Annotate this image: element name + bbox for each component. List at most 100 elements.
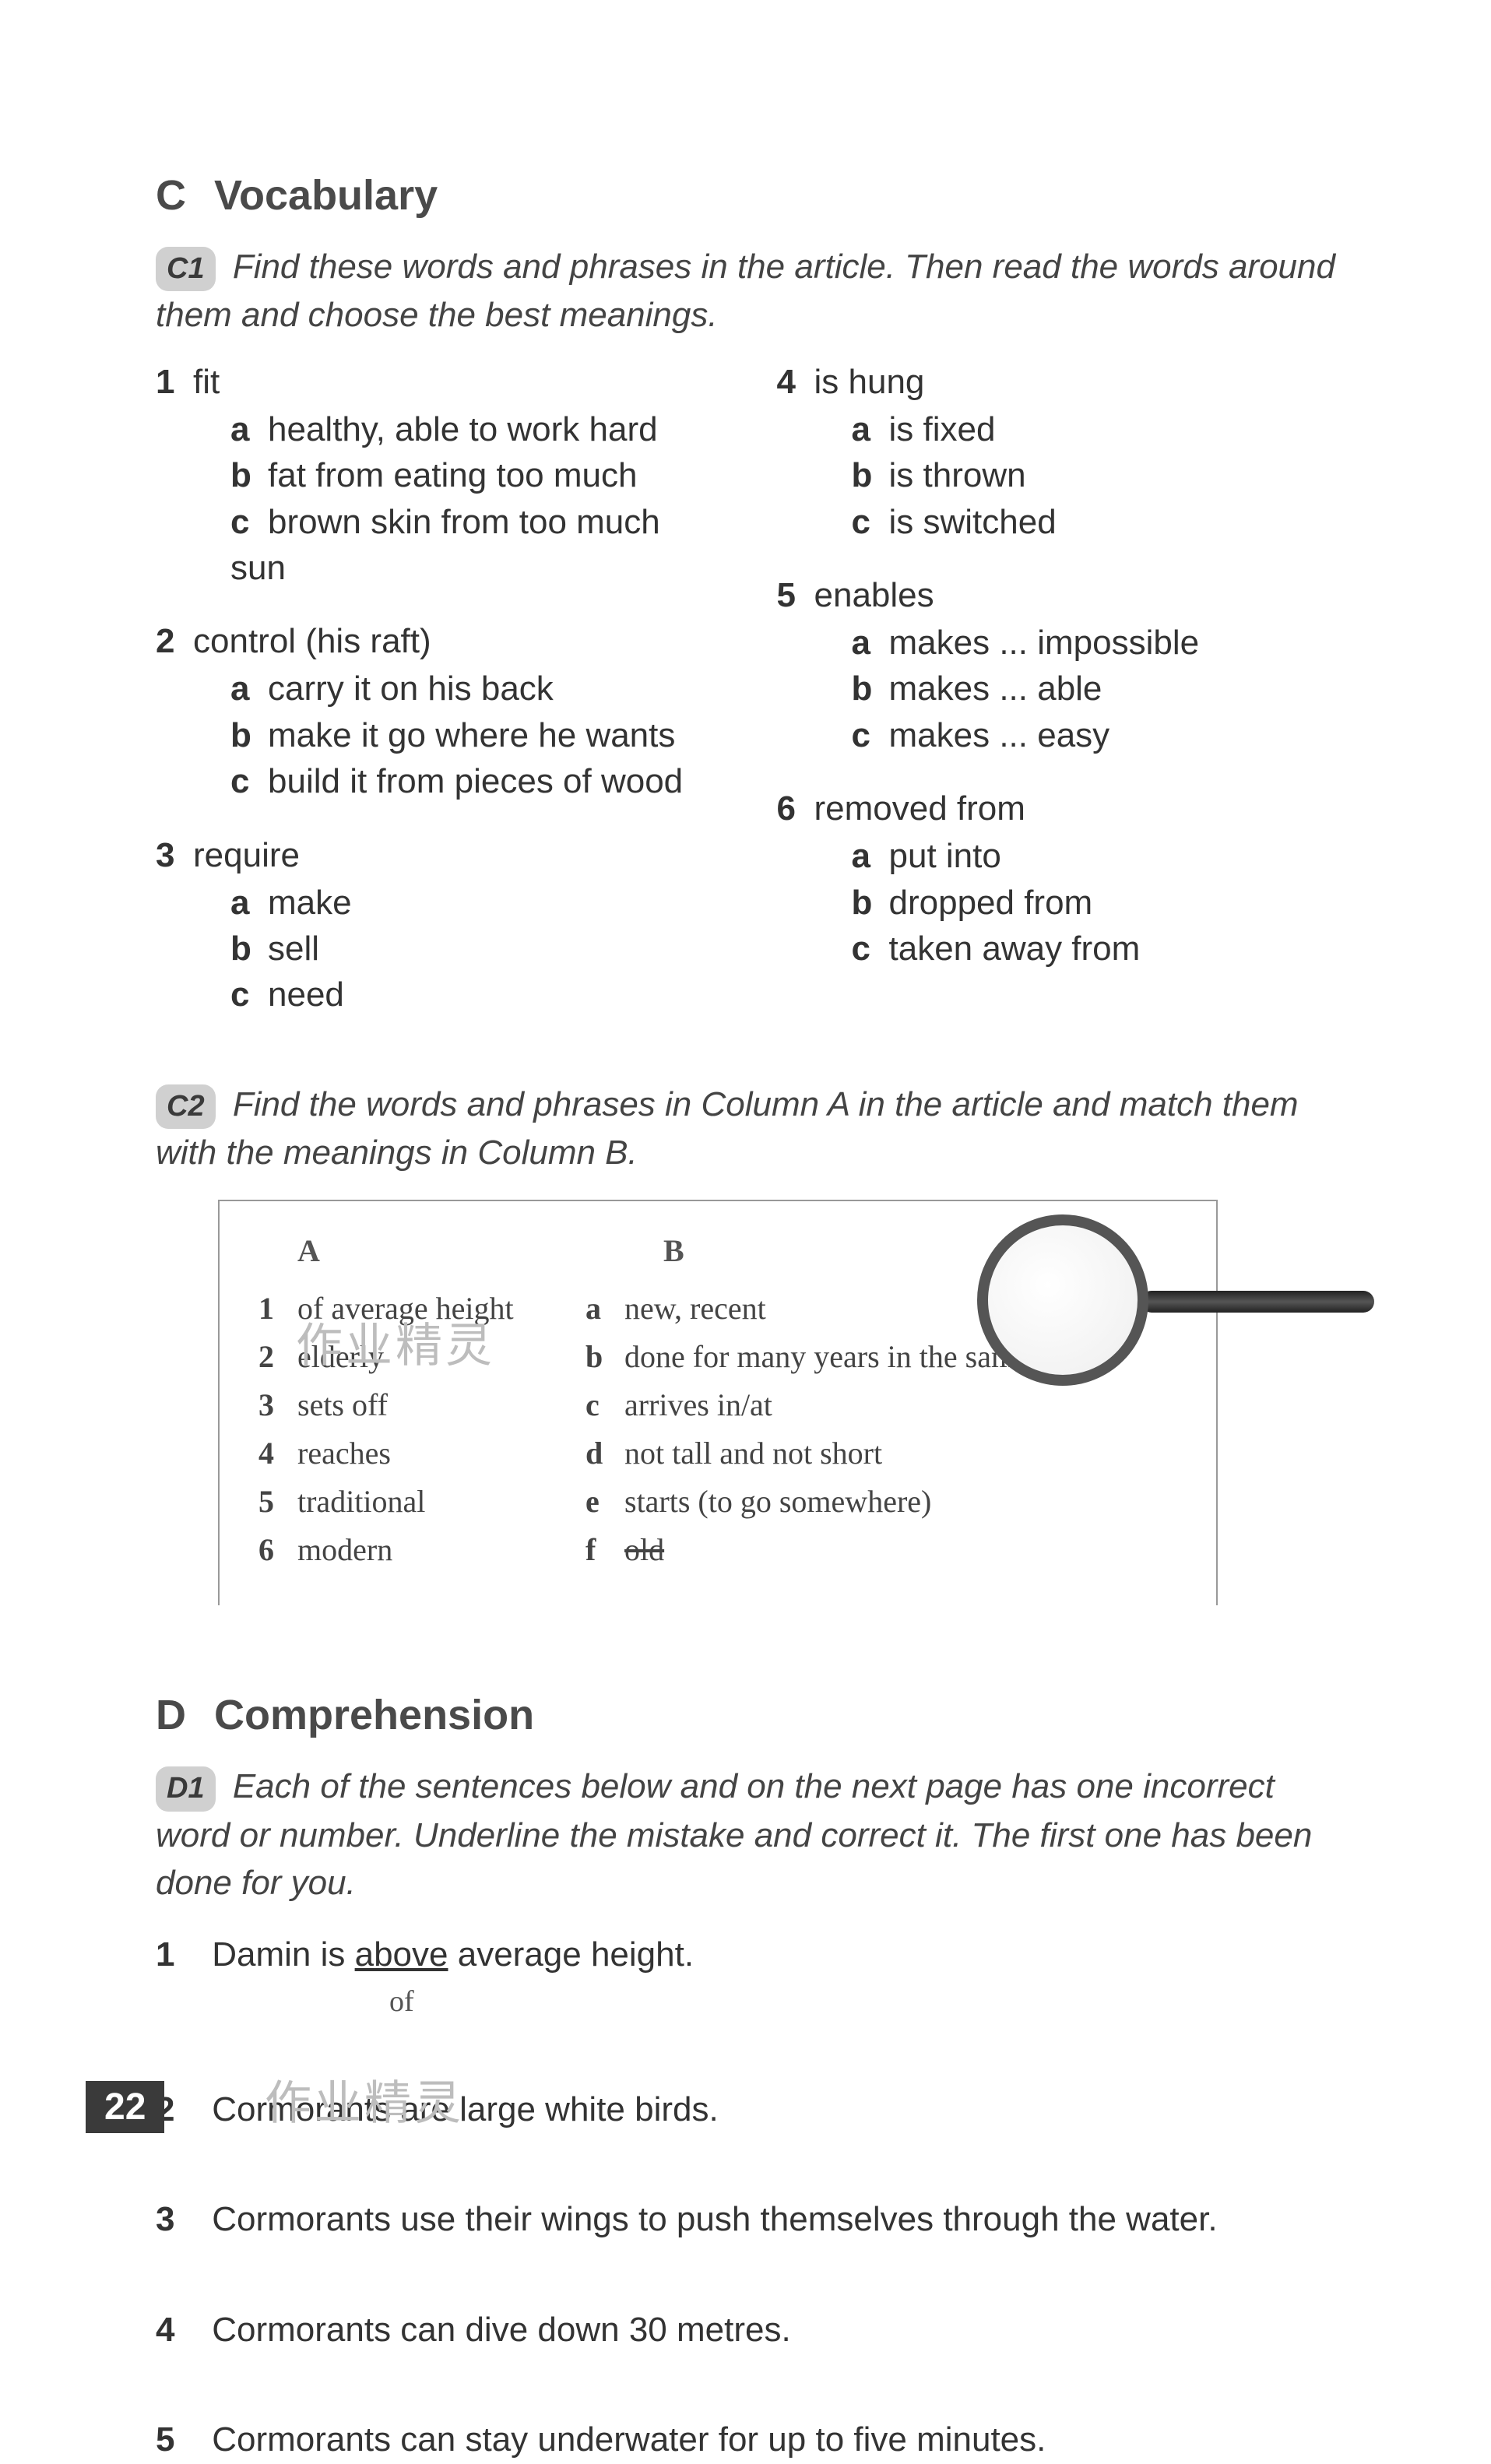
q-word: enables [814, 576, 934, 614]
opt-letter: b [852, 880, 889, 926]
opt-letter: c [230, 758, 268, 804]
opt-letter: c [852, 499, 889, 545]
section-c-letter: C [156, 171, 202, 220]
q-num: 1 [156, 363, 193, 402]
match-row: 6modern fold [258, 1526, 1177, 1574]
c2-head-a: A [258, 1232, 624, 1269]
c1-right-col: 4is hung ais fixed bis thrown cis switch… [777, 363, 1336, 1049]
match-num: 2 [258, 1333, 297, 1381]
c1-q2: 2control (his raft) acarry it on his bac… [156, 622, 715, 804]
match-b-text: starts (to go somewhere) [624, 1484, 931, 1519]
sentence-text: Cormorants are large white birds. [212, 2090, 718, 2128]
opt-letter: a [230, 880, 268, 926]
c2-badge: C2 [156, 1084, 216, 1129]
c2-instruction-text: Find the words and phrases in Column A i… [156, 1085, 1299, 1172]
q-num: 5 [777, 576, 814, 615]
match-num: 3 [258, 1381, 297, 1429]
opt-letter: a [852, 833, 889, 879]
c1-left-col: 1fit ahealthy, able to work hard bfat fr… [156, 363, 715, 1049]
match-letter: c [585, 1381, 624, 1429]
c1-instruction-text: Find these words and phrases in the arti… [156, 248, 1335, 334]
match-num: 1 [258, 1285, 297, 1333]
opt-letter: b [852, 452, 889, 498]
q-num: 4 [777, 363, 814, 402]
opt-text: carry it on his back [268, 670, 554, 708]
magnifier-icon [977, 1214, 1382, 1386]
q-word: require [193, 836, 300, 874]
section-c-title: Vocabulary [214, 172, 438, 219]
match-row: 3sets offcarrives in/at [258, 1381, 1177, 1429]
opt-text: makes ... easy [889, 716, 1110, 754]
page-root: C Vocabulary C1 Find these words and phr… [0, 0, 1491, 2180]
sentence-text: Cormorants use their wings to push thems… [212, 2200, 1217, 2238]
match-a-text: elderly [297, 1339, 384, 1374]
q-num: 2 [156, 622, 193, 661]
match-num: 5 [258, 1478, 297, 1526]
section-c-heading: C Vocabulary [156, 171, 1335, 220]
match-a-text: traditional [297, 1484, 425, 1519]
sentence-text: Cormorants can stay underwater for up to… [212, 2420, 1046, 2459]
magnifier-handle [1141, 1291, 1374, 1313]
d1-item-4: 4 Cormorants can dive down 30 metres. [156, 2306, 1335, 2354]
opt-text: is thrown [889, 456, 1026, 494]
c1-badge: C1 [156, 247, 216, 291]
match-letter: f [585, 1526, 624, 1574]
opt-text: makes ... impossible [889, 624, 1200, 662]
match-a-text: modern [297, 1532, 392, 1567]
c1-q6: 6removed from aput into bdropped from ct… [777, 789, 1336, 972]
q-word: is hung [814, 363, 925, 401]
opt-text: healthy, able to work hard [268, 410, 658, 448]
opt-letter: a [852, 620, 889, 666]
opt-text: build it from pieces of wood [268, 762, 683, 800]
opt-letter: b [230, 712, 268, 758]
match-b-text: arrives in/at [624, 1387, 772, 1422]
sentence-underlined: above [355, 1935, 448, 1974]
match-row: 4reachesdnot tall and not short [258, 1429, 1177, 1478]
match-letter: e [585, 1478, 624, 1526]
section-d-heading: D Comprehension [156, 1691, 1335, 1739]
match-num: 6 [258, 1526, 297, 1574]
c1-instruction: C1 Find these words and phrases in the a… [156, 243, 1335, 339]
opt-letter: b [230, 926, 268, 972]
page-number-badge: 22 [86, 2081, 164, 2133]
c1-q3: 3require amake bsell cneed [156, 836, 715, 1018]
opt-letter: a [230, 666, 268, 712]
d1-item-3: 3 Cormorants use their wings to push the… [156, 2195, 1335, 2244]
d1-item-2: 2 Cormorants are large white birds. [156, 2086, 1335, 2134]
match-a-text: of average height [297, 1291, 514, 1326]
opt-text: dropped from [889, 884, 1093, 922]
match-letter: b [585, 1333, 624, 1381]
q-word: removed from [814, 789, 1025, 828]
opt-letter: c [230, 499, 268, 545]
q-num: 3 [156, 2195, 202, 2244]
opt-letter: b [230, 452, 268, 498]
sentence-pre: Damin is [212, 1935, 354, 1974]
c1-q4: 4is hung ais fixed bis thrown cis switch… [777, 363, 1336, 545]
c1-q1: 1fit ahealthy, able to work hard bfat fr… [156, 363, 715, 592]
opt-letter: b [852, 666, 889, 712]
c2-instruction: C2 Find the words and phrases in Column … [156, 1081, 1335, 1177]
c1-columns: 1fit ahealthy, able to work hard bfat fr… [156, 363, 1335, 1049]
opt-letter: c [852, 712, 889, 758]
section-d-title: Comprehension [214, 1692, 534, 1738]
q-word: control (his raft) [193, 622, 431, 660]
match-num: 4 [258, 1429, 297, 1478]
q-num: 1 [156, 1931, 202, 1979]
match-b-text: old [624, 1532, 664, 1567]
opt-text: taken away from [889, 930, 1141, 968]
match-letter: d [585, 1429, 624, 1478]
opt-text: need [268, 975, 344, 1014]
q-num: 3 [156, 836, 193, 875]
q-num: 6 [777, 789, 814, 828]
d1-item-1: 1 Damin is above average height. of [156, 1931, 1335, 2023]
d1-item-5: 5 Cormorants can stay underwater for up … [156, 2416, 1335, 2464]
opt-text: is switched [889, 503, 1057, 541]
match-row: 5traditional estarts (to go somewhere) [258, 1478, 1177, 1526]
opt-letter: c [852, 926, 889, 972]
opt-text: make it go where he wants [268, 716, 675, 754]
match-b-text: not tall and not short [624, 1436, 882, 1471]
sentence-text: Cormorants can dive down 30 metres. [212, 2311, 790, 2349]
c1-q5: 5enables amakes ... impossible bmakes ..… [777, 576, 1336, 758]
opt-letter: a [852, 406, 889, 452]
q-num: 5 [156, 2416, 202, 2464]
